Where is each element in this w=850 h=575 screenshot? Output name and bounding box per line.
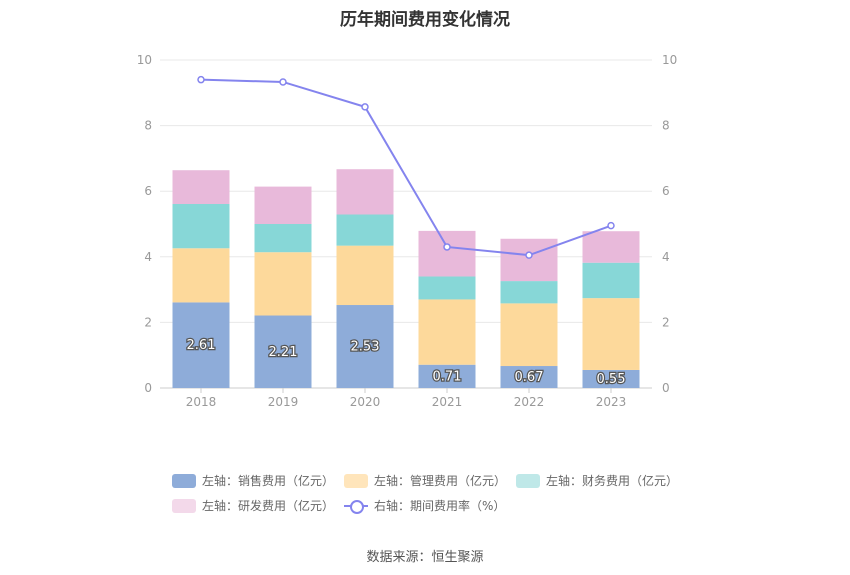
bar-2018-series-1 (172, 248, 230, 303)
bar-2020-series-2 (336, 214, 394, 246)
line-point-2020 (361, 103, 369, 111)
line-point-2018 (197, 75, 205, 84)
source-note: 数据来源：恒生聚源 (366, 550, 484, 565)
bar-2020-series-0 (336, 305, 394, 388)
line-point-2022 (525, 251, 533, 259)
y-left-tick-10: 10 (137, 53, 152, 67)
bar-2019-series-0 (254, 315, 312, 388)
bar-label-2018: 2.61 (187, 338, 216, 353)
legend-label-admin: 左轴：管理费用（亿元） (374, 474, 507, 488)
bar-2022-series-2 (500, 281, 558, 304)
bar-2018-series-2 (172, 203, 230, 249)
legend-label-sales: 左轴：销售费用（亿元） (202, 474, 335, 488)
x-tick-2019: 2019 (268, 395, 299, 409)
bar-2021-series-1 (418, 299, 476, 365)
bar-2018-series-0 (172, 302, 230, 388)
bar-label-2022: 0.67 (515, 370, 544, 385)
y-right-tick-0: 0 (662, 381, 670, 395)
y-right-tick-2: 2 (662, 315, 670, 329)
legend-swatch-finance (516, 473, 540, 488)
x-tick-2020: 2020 (350, 395, 381, 409)
y-right-tick-4: 4 (662, 250, 670, 264)
y-left-tick-8: 8 (144, 119, 152, 133)
y-left-tick-4: 4 (144, 250, 152, 264)
bar-2018-series-3 (172, 170, 230, 204)
bar-label-2023: 0.55 (597, 372, 626, 387)
line-point-2019 (279, 78, 287, 86)
x-tick-2021: 2021 (432, 395, 463, 409)
y-left-tick-2: 2 (144, 315, 152, 329)
y-right-tick-6: 6 (662, 184, 670, 198)
chart-title: 历年期间费用变化情况 (340, 10, 510, 30)
bar-2019-series-2 (254, 224, 312, 253)
legend-swatch-rnd (172, 498, 196, 513)
x-tick-2018: 2018 (186, 395, 217, 409)
bar-2022-series-1 (500, 303, 558, 367)
legend-swatch-rate (344, 499, 368, 514)
bar-2021-series-3 (418, 230, 476, 277)
x-tick-2023: 2023 (596, 395, 627, 409)
legend-item-rate[interactable]: 右轴：期间费用率（%） (344, 497, 505, 514)
bar-2019-series-3 (254, 186, 312, 224)
y-right-tick-10: 10 (662, 53, 677, 67)
bar-2023-series-1 (582, 298, 640, 370)
bar-2022-series-3 (500, 238, 558, 282)
bar-2023-series-0 (582, 369, 640, 388)
line-point-2021 (443, 243, 451, 251)
bar-2023-series-2 (582, 262, 640, 299)
legend-item-admin[interactable]: 左轴：管理费用（亿元） (344, 472, 506, 489)
x-tick-2022: 2022 (514, 395, 545, 409)
bar-2022-series-0 (500, 366, 558, 388)
bar-2020-series-1 (336, 245, 394, 306)
y-right-tick-8: 8 (662, 119, 670, 133)
legend-item-rnd[interactable]: 左轴：研发费用（亿元） (172, 497, 334, 514)
y-left-tick-0: 0 (144, 381, 152, 395)
legend-label-rate: 右轴：期间费用率（%） (374, 499, 506, 513)
legend-label-rnd: 左轴：研发费用（亿元） (202, 499, 335, 513)
y-left-tick-6: 6 (144, 184, 152, 198)
legend-label-finance: 左轴：财务费用（亿元） (546, 474, 679, 488)
bar-label-2021: 0.71 (433, 369, 462, 384)
line-point-2023 (607, 221, 615, 230)
bar-label-2019: 2.21 (269, 345, 298, 360)
bar-label-2020: 2.53 (351, 340, 380, 355)
line-rate (200, 78, 612, 257)
bar-2023-series-3 (582, 231, 640, 263)
legend-swatch-sales (172, 473, 196, 488)
bar-2021-series-0 (418, 364, 476, 388)
bar-2021-series-2 (418, 276, 476, 300)
legend-item-finance[interactable]: 左轴：财务费用（亿元） (516, 472, 678, 489)
legend-swatch-admin (344, 473, 368, 488)
bar-2020-series-3 (336, 169, 394, 215)
bar-2019-series-1 (254, 252, 312, 316)
legend-item-sales[interactable]: 左轴：销售费用（亿元） (172, 472, 334, 489)
